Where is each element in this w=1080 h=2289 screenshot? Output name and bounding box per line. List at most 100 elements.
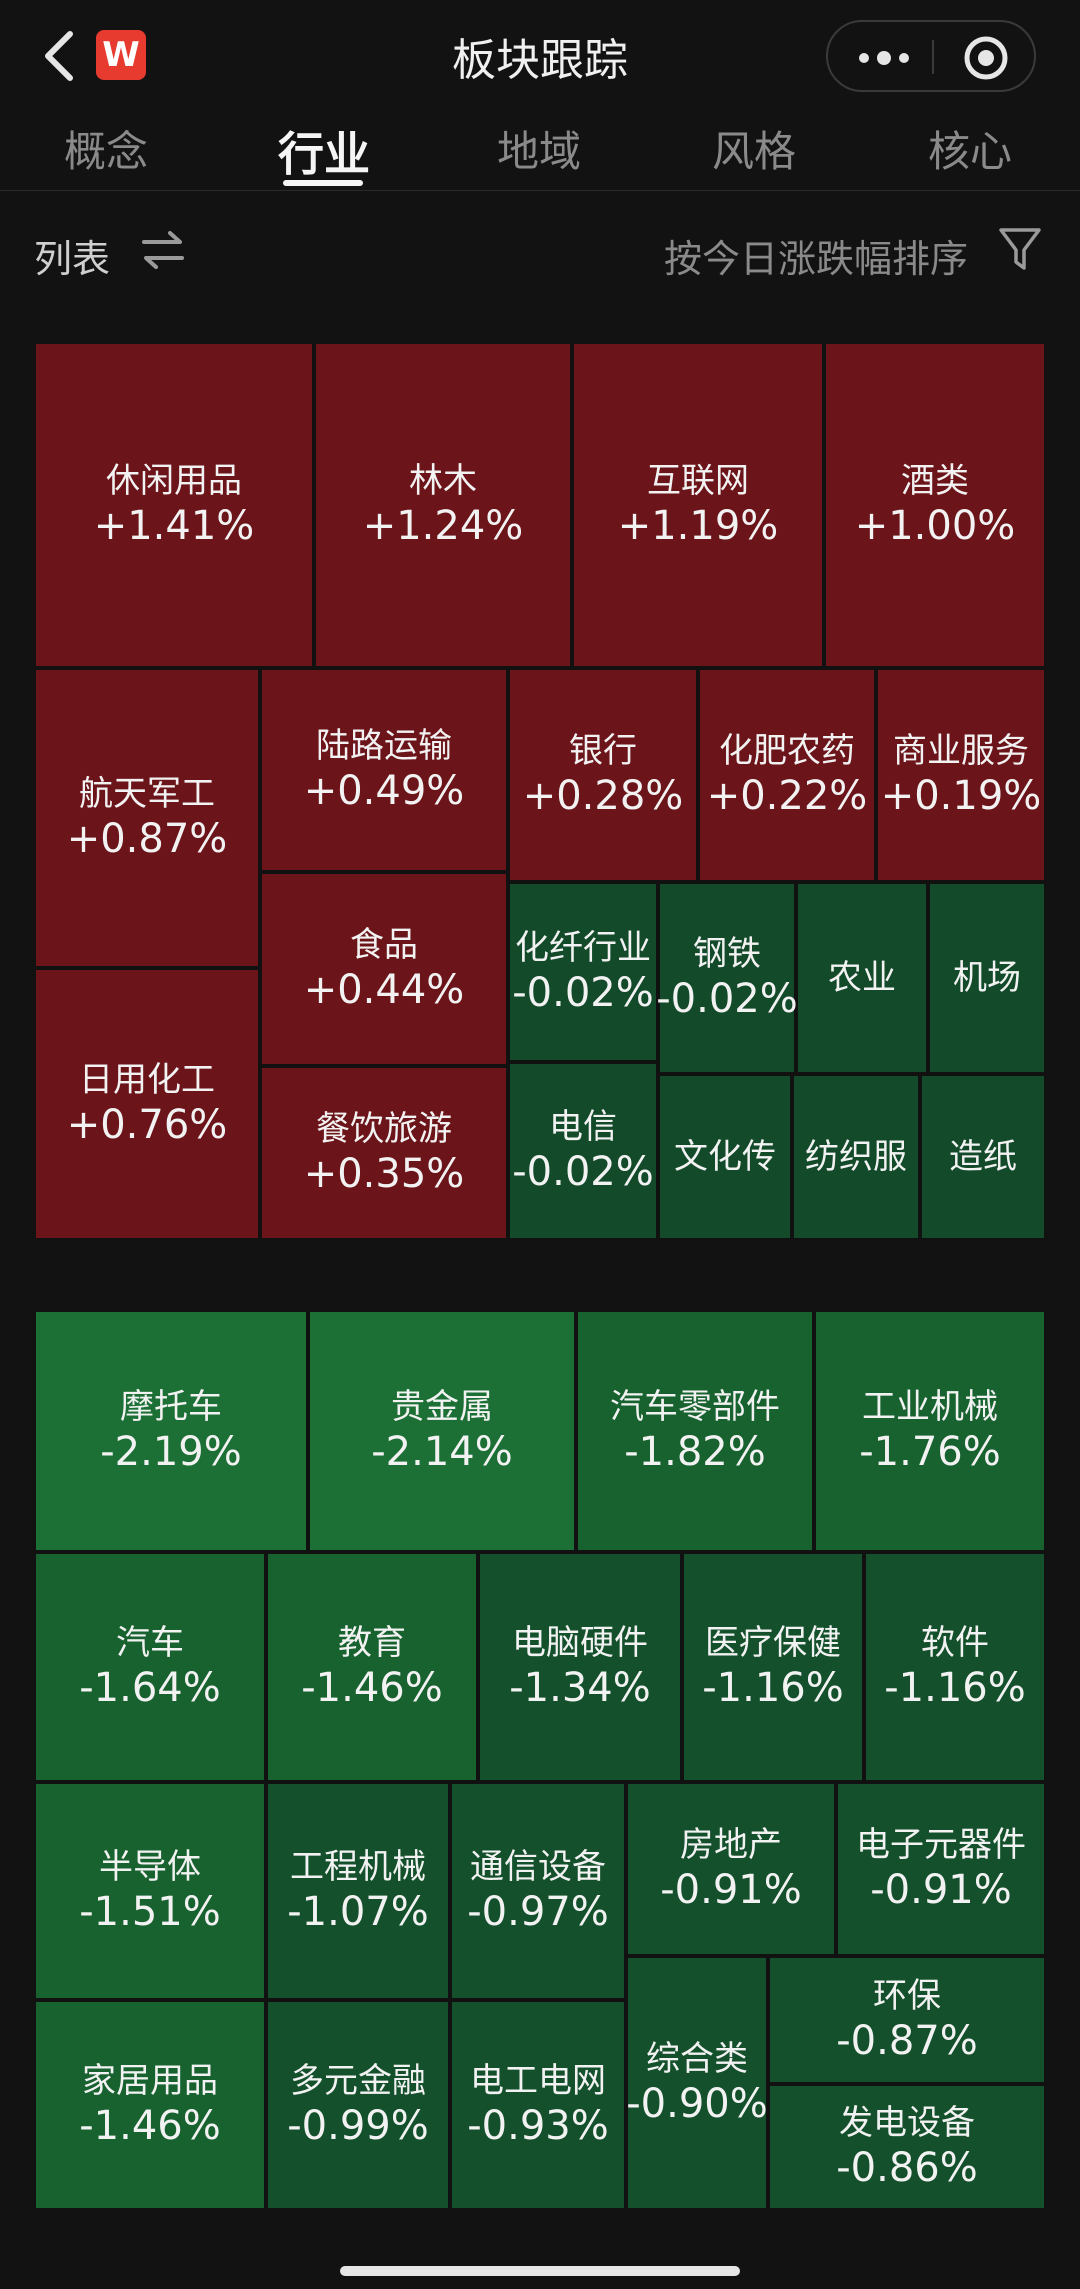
sector-tile[interactable]: 电脑硬件 -1.34%: [478, 1552, 682, 1782]
sector-tile[interactable]: 电工电网 -0.93%: [450, 2000, 626, 2210]
sector-change: +0.22%: [706, 773, 868, 819]
sector-tile[interactable]: 汽车 -1.64%: [34, 1552, 266, 1782]
sector-tile[interactable]: 电子元器件 -0.91%: [836, 1782, 1046, 1956]
sector-tile[interactable]: 纺织服: [792, 1074, 920, 1240]
sector-name: 软件: [921, 1623, 989, 1663]
sector-name: 陆路运输: [316, 726, 452, 766]
sector-tile[interactable]: 工业机械 -1.76%: [814, 1310, 1046, 1552]
sort-label[interactable]: 按今日涨跌幅排序: [663, 237, 968, 281]
sector-tile[interactable]: 发电设备 -0.86%: [768, 2084, 1046, 2210]
sector-name: 电脑硬件: [512, 1623, 648, 1663]
toolbar: 列表 按今日涨跌幅排序: [0, 220, 1080, 281]
sector-tile[interactable]: 商业服务 +0.19%: [876, 668, 1046, 882]
sector-change: -2.14%: [371, 1429, 513, 1475]
sector-change: +1.24%: [362, 503, 524, 549]
sector-name: 文化传: [674, 1137, 776, 1177]
sector-change: -0.02%: [512, 1149, 654, 1195]
sector-name: 环保: [873, 1976, 941, 2016]
tab-region[interactable]: 地域: [497, 127, 582, 176]
sector-tile[interactable]: 房地产 -0.91%: [626, 1782, 836, 1956]
sector-tile[interactable]: 互联网 +1.19%: [572, 342, 824, 668]
sector-name: 商业服务: [893, 731, 1029, 771]
sector-change: -0.86%: [836, 2145, 978, 2191]
sector-tile[interactable]: 造纸: [920, 1074, 1046, 1240]
sector-change: -1.76%: [859, 1429, 1001, 1475]
sector-change: +0.28%: [522, 773, 684, 819]
sector-tile[interactable]: 电信 -0.02%: [508, 1062, 658, 1240]
sector-tile[interactable]: 汽车零部件 -1.82%: [576, 1310, 814, 1552]
swap-arrows-icon[interactable]: [140, 228, 186, 272]
list-toggle-label[interactable]: 列表: [34, 237, 111, 281]
sector-change: +1.00%: [854, 503, 1016, 549]
sector-name: 电子元器件: [856, 1825, 1026, 1865]
sector-name: 农业: [828, 958, 896, 998]
sector-name: 汽车零部件: [610, 1387, 780, 1427]
sector-tile[interactable]: 陆路运输 +0.49%: [260, 668, 508, 872]
sector-name: 纺织服: [805, 1137, 907, 1177]
sector-name: 多元金融: [290, 2061, 426, 2101]
sector-change: +1.19%: [617, 503, 779, 549]
sector-change: -1.07%: [287, 1889, 429, 1935]
sector-name: 钢铁: [693, 934, 761, 974]
sector-tile[interactable]: 化纤行业 -0.02%: [508, 882, 658, 1062]
sector-tile[interactable]: 化肥农药 +0.22%: [698, 668, 876, 882]
sector-name: 房地产: [680, 1825, 782, 1865]
sector-name: 餐饮旅游: [316, 1109, 452, 1149]
sector-name: 综合类: [646, 2039, 748, 2079]
sector-change: +0.87%: [66, 816, 228, 862]
sector-tile[interactable]: 软件 -1.16%: [864, 1552, 1046, 1782]
sector-name: 家居用品: [82, 2061, 218, 2101]
sector-name: 电信: [549, 1107, 617, 1147]
sector-tile[interactable]: 航天军工 +0.87%: [34, 668, 260, 968]
sector-change: +0.49%: [303, 768, 465, 814]
sector-change: -0.93%: [467, 2103, 609, 2149]
sector-tile[interactable]: 医疗保健 -1.16%: [682, 1552, 864, 1782]
sector-tile[interactable]: 文化传: [658, 1074, 792, 1240]
sector-change: -1.82%: [624, 1429, 766, 1475]
sector-tile[interactable]: 钢铁 -0.02%: [656, 882, 798, 1074]
sector-tile[interactable]: 酒类 +1.00%: [824, 342, 1046, 668]
sector-change: +0.19%: [880, 773, 1042, 819]
chevron-left-icon[interactable]: [38, 28, 82, 84]
filter-icon[interactable]: [998, 226, 1042, 274]
tab-industry[interactable]: 行业: [278, 127, 370, 181]
sector-name: 化纤行业: [515, 928, 651, 968]
sector-tile[interactable]: 休闲用品 +1.41%: [34, 342, 314, 668]
sector-tile[interactable]: 摩托车 -2.19%: [34, 1310, 308, 1552]
sector-tile[interactable]: 机场: [928, 882, 1046, 1074]
sector-name: 酒类: [901, 461, 969, 501]
sector-tile[interactable]: 通信设备 -0.97%: [450, 1782, 626, 2000]
sector-tile[interactable]: 餐饮旅游 +0.35%: [260, 1066, 508, 1240]
sector-name: 贵金属: [391, 1387, 493, 1427]
tab-style[interactable]: 风格: [712, 127, 797, 176]
tab-core[interactable]: 核心: [928, 127, 1013, 176]
sector-name: 医疗保健: [705, 1623, 841, 1663]
sector-name: 教育: [338, 1623, 406, 1663]
more-dots-icon[interactable]: [856, 42, 912, 74]
sector-change: -0.91%: [660, 1867, 802, 1913]
sector-change: -1.34%: [509, 1665, 651, 1711]
sector-change: -0.87%: [836, 2018, 978, 2064]
page-title: 板块跟踪: [452, 35, 628, 86]
sector-tile[interactable]: 日用化工 +0.76%: [34, 968, 260, 1240]
target-circle-icon[interactable]: [962, 34, 1010, 82]
sector-tile[interactable]: 银行 +0.28%: [508, 668, 698, 882]
sector-change: -1.46%: [301, 1665, 443, 1711]
tab-concept[interactable]: 概念: [64, 127, 149, 176]
sector-tile[interactable]: 多元金融 -0.99%: [266, 2000, 450, 2210]
sector-tile[interactable]: 综合类 -0.90%: [626, 1956, 768, 2210]
sector-name: 半导体: [99, 1847, 201, 1887]
sector-name: 工程机械: [290, 1847, 426, 1887]
sector-tile[interactable]: 环保 -0.87%: [768, 1956, 1046, 2084]
sector-tile[interactable]: 贵金属 -2.14%: [308, 1310, 576, 1552]
sector-tile[interactable]: 半导体 -1.51%: [34, 1782, 266, 2000]
sector-change: -1.16%: [702, 1665, 844, 1711]
sector-tile[interactable]: 工程机械 -1.07%: [266, 1782, 450, 2000]
sector-tile[interactable]: 教育 -1.46%: [266, 1552, 478, 1782]
sector-change: -0.99%: [287, 2103, 429, 2149]
sector-tile[interactable]: 家居用品 -1.46%: [34, 2000, 266, 2210]
sector-tile[interactable]: 林木 +1.24%: [314, 342, 572, 668]
sector-tile[interactable]: 食品 +0.44%: [260, 872, 508, 1066]
sector-tile[interactable]: 农业: [796, 882, 928, 1074]
sector-name: 工业机械: [862, 1387, 998, 1427]
